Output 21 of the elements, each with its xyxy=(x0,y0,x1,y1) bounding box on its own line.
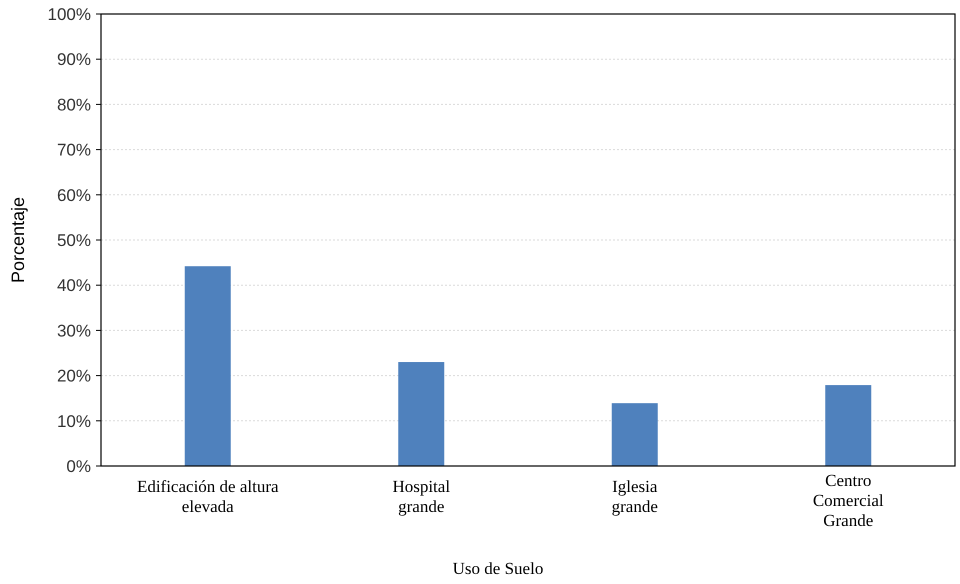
y-tick-label: 90% xyxy=(56,50,91,70)
y-tick-label: 80% xyxy=(56,95,91,114)
y-tick-label: 20% xyxy=(56,366,91,386)
x-tick-label: Edificación de altura elevada xyxy=(136,477,279,516)
x-tick-label: Hospital grande xyxy=(392,477,450,516)
y-tick-label: 40% xyxy=(56,276,91,296)
y-tick-label: 100% xyxy=(48,4,91,24)
y-tick-label: 10% xyxy=(56,412,91,431)
y-tick-label: 60% xyxy=(56,186,91,205)
bar xyxy=(398,362,444,466)
x-tick-label: Iglesia grande xyxy=(612,477,658,516)
y-tick-label: 0% xyxy=(66,456,91,476)
x-tick-label: Centro Comercial Grande xyxy=(812,471,884,530)
y-tick-label: 70% xyxy=(56,140,91,160)
y-axis-title: Porcentaje xyxy=(8,196,28,284)
bar xyxy=(825,385,872,466)
x-axis-title: Uso de Suelo xyxy=(452,559,544,578)
y-tick-label: 30% xyxy=(56,321,91,340)
y-tick-label: 50% xyxy=(56,230,91,250)
bar xyxy=(184,266,231,466)
bar xyxy=(612,403,658,466)
